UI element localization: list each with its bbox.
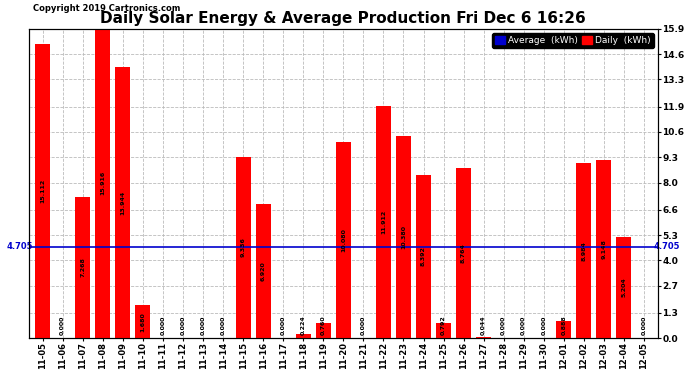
Text: 7.268: 7.268 [80, 258, 86, 278]
Text: 1.680: 1.680 [140, 312, 146, 332]
Bar [35, 44, 50, 338]
Text: 9.148: 9.148 [602, 239, 607, 259]
Text: 0.044: 0.044 [481, 316, 486, 335]
Text: 8.764: 8.764 [461, 243, 466, 263]
Text: Copyright 2019 Cartronics.com: Copyright 2019 Cartronics.com [32, 4, 180, 13]
Text: 10.080: 10.080 [341, 228, 346, 252]
Text: 6.920: 6.920 [261, 261, 266, 281]
Text: 8.392: 8.392 [421, 247, 426, 267]
Bar [436, 323, 451, 338]
Text: 15.916: 15.916 [100, 171, 106, 195]
Text: 0.888: 0.888 [562, 315, 566, 335]
Bar [235, 157, 250, 338]
Text: 0.000: 0.000 [60, 316, 66, 335]
Bar [416, 175, 431, 338]
Bar [576, 164, 591, 338]
Text: 0.000: 0.000 [642, 316, 647, 335]
Bar [316, 323, 331, 338]
Text: 4.705: 4.705 [654, 242, 680, 251]
Bar [556, 321, 571, 338]
Text: 13.944: 13.944 [120, 190, 126, 214]
Text: 0.792: 0.792 [441, 315, 446, 335]
Bar [115, 67, 130, 338]
Legend: Average  (kWh), Daily  (kWh): Average (kWh), Daily (kWh) [492, 33, 653, 48]
Bar [135, 306, 150, 338]
Bar [296, 334, 310, 338]
Text: 8.984: 8.984 [582, 241, 586, 261]
Bar [396, 136, 411, 338]
Text: 0.000: 0.000 [521, 316, 526, 335]
Text: 0.000: 0.000 [361, 316, 366, 335]
Bar [256, 204, 270, 338]
Text: 0.000: 0.000 [221, 316, 226, 335]
Text: 9.336: 9.336 [241, 237, 246, 257]
Text: 0.224: 0.224 [301, 315, 306, 335]
Text: 5.204: 5.204 [622, 278, 627, 297]
Text: 0.000: 0.000 [541, 316, 546, 335]
Bar [95, 28, 110, 338]
Bar [476, 337, 491, 338]
Text: 10.380: 10.380 [401, 225, 406, 249]
Text: 0.000: 0.000 [501, 316, 506, 335]
Title: Daily Solar Energy & Average Production Fri Dec 6 16:26: Daily Solar Energy & Average Production … [101, 11, 586, 26]
Bar [336, 142, 351, 338]
Bar [596, 160, 611, 338]
Bar [376, 106, 391, 338]
Text: 4.705: 4.705 [6, 242, 32, 251]
Bar [616, 237, 631, 338]
Text: 0.000: 0.000 [181, 316, 186, 335]
Text: 0.760: 0.760 [321, 316, 326, 335]
Text: 11.912: 11.912 [381, 210, 386, 234]
Bar [75, 197, 90, 338]
Text: 15.112: 15.112 [40, 179, 45, 203]
Bar [456, 168, 471, 338]
Text: 0.000: 0.000 [281, 316, 286, 335]
Text: 0.000: 0.000 [161, 316, 166, 335]
Text: 0.000: 0.000 [201, 316, 206, 335]
